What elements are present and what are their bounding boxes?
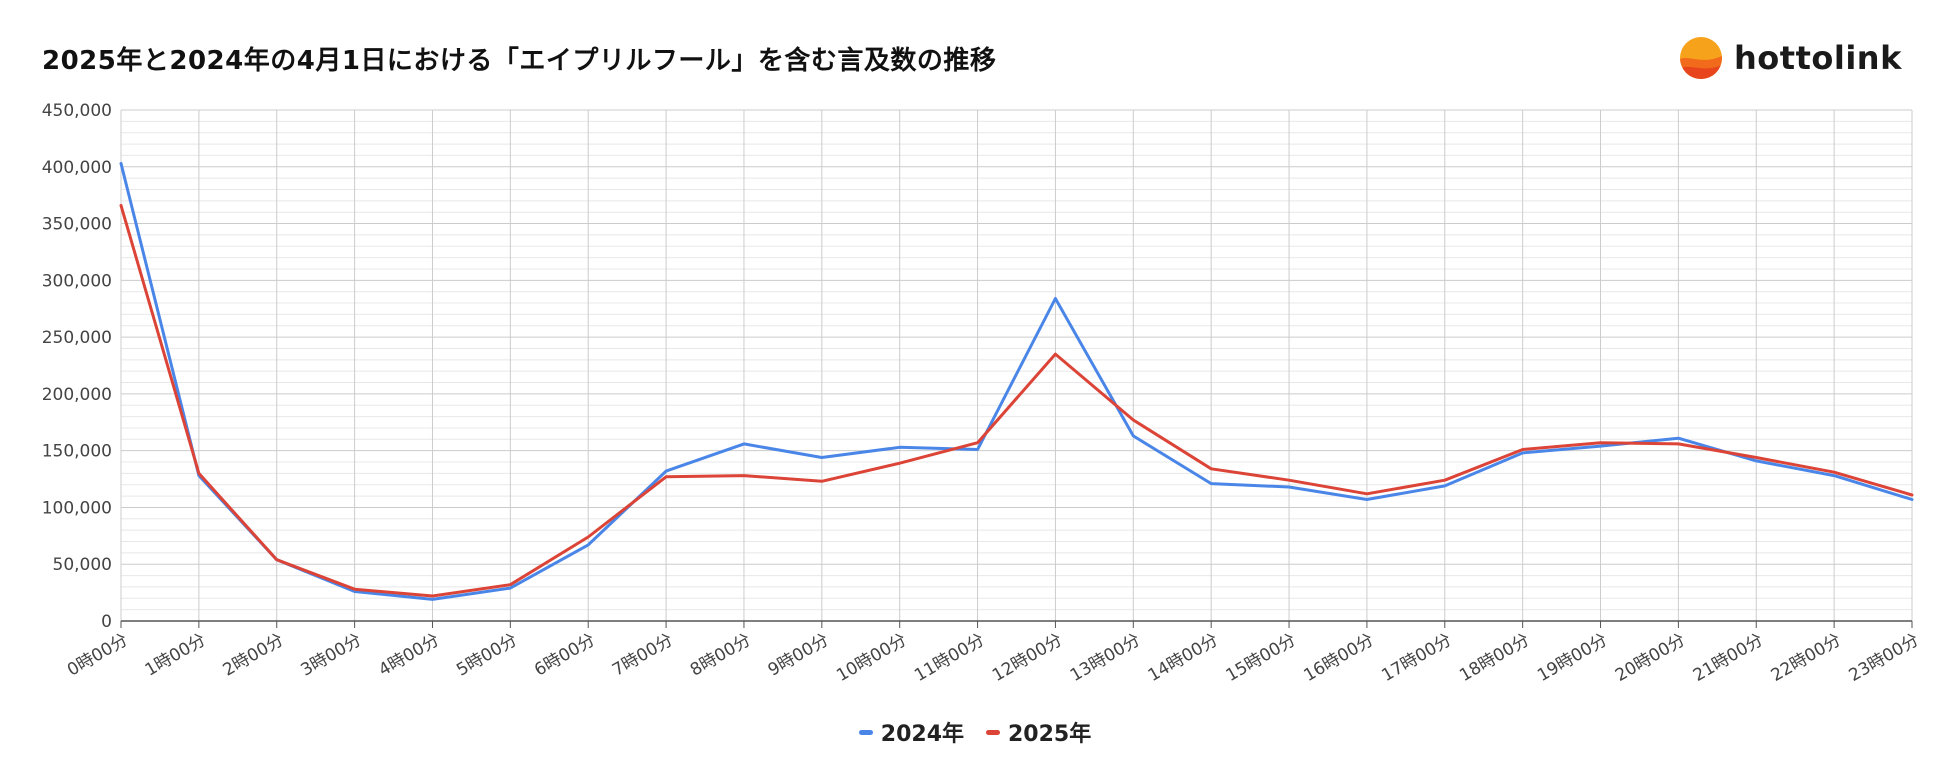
x-tick-label: 7時00分: [609, 630, 677, 681]
x-tick-label: 14時00分: [1145, 630, 1222, 686]
series-line-1: [119, 203, 1914, 598]
x-tick-label: 9時00分: [765, 630, 833, 681]
brand-name: hottolink: [1734, 39, 1902, 77]
y-tick-label: 150,000: [42, 442, 112, 462]
x-tick-label: 18時00分: [1456, 630, 1533, 686]
legend-item: 2025年: [986, 716, 1091, 748]
x-tick-label: 3時00分: [298, 630, 366, 681]
x-tick-label: 4時00分: [375, 630, 443, 681]
x-tick-label: 1時00分: [142, 630, 210, 681]
x-tick-label: 8時00分: [687, 630, 755, 681]
x-tick-label: 16時00分: [1300, 630, 1377, 686]
legend-label: 2024年: [880, 722, 964, 747]
x-tick-label: 22時00分: [1768, 630, 1845, 686]
x-axis: 0時00分 1時00分 2時00分 3時00分 4時00分 5時00分 6時00分 7時00分…: [64, 620, 1923, 686]
y-tick-label: 100,000: [42, 498, 112, 518]
x-tick-label: 21時00分: [1690, 630, 1767, 686]
x-tick-label: 23時00分: [1846, 630, 1923, 686]
legend-swatch: [986, 729, 1000, 735]
y-tick-label: 450,000: [42, 101, 112, 121]
y-tick-label: 250,000: [42, 328, 112, 348]
y-tick-label: 300,000: [42, 271, 112, 291]
legend-label: 2025年: [1008, 722, 1092, 747]
y-tick-label: 400,000: [42, 158, 112, 178]
y-tick-label: 350,000: [42, 215, 112, 235]
hottolink-logo-icon: [1680, 37, 1722, 79]
legend-swatch: [858, 729, 873, 735]
legend-item: 2024年: [858, 716, 964, 748]
x-tick-label: 15時00分: [1223, 630, 1300, 686]
legend: 2024年 2025年: [0, 716, 1950, 748]
x-tick-label: 6時00分: [531, 630, 599, 681]
x-tick-label: 2時00分: [220, 630, 288, 681]
y-tick-label: 50,000: [53, 555, 112, 575]
y-tick-label: 200,000: [42, 385, 112, 405]
grid-minor: [121, 120, 1912, 611]
x-tick-label: 5時00分: [453, 630, 521, 681]
chart-title: 2025年と2024年の4月1日における「エイプリルフール」を含む言及数の推移: [42, 46, 997, 76]
x-tick-label: 0時00分: [64, 630, 132, 681]
line-chart: 0 50,000 100,000 150,000 200,000 250,000 300,0…: [42, 101, 1923, 686]
series-layer: [119, 161, 1914, 601]
x-tick-label: 12時00分: [989, 630, 1066, 686]
x-tick-label: 10時00分: [833, 630, 910, 686]
grid-major: [120, 109, 1913, 621]
x-tick-label: 11時00分: [911, 630, 988, 686]
brand: hottolink: [1680, 36, 1902, 80]
x-tick-label: 20時00分: [1612, 630, 1689, 686]
y-axis: 0 50,000 100,000 150,000 200,000 250,000 300,0…: [42, 101, 112, 632]
y-tick-label: 0: [101, 612, 112, 632]
x-tick-label: 17時00分: [1378, 630, 1455, 686]
series-line-0: [119, 161, 1914, 601]
x-tick-label: 19時00分: [1534, 630, 1611, 686]
x-tick-label: 13時00分: [1067, 630, 1144, 686]
